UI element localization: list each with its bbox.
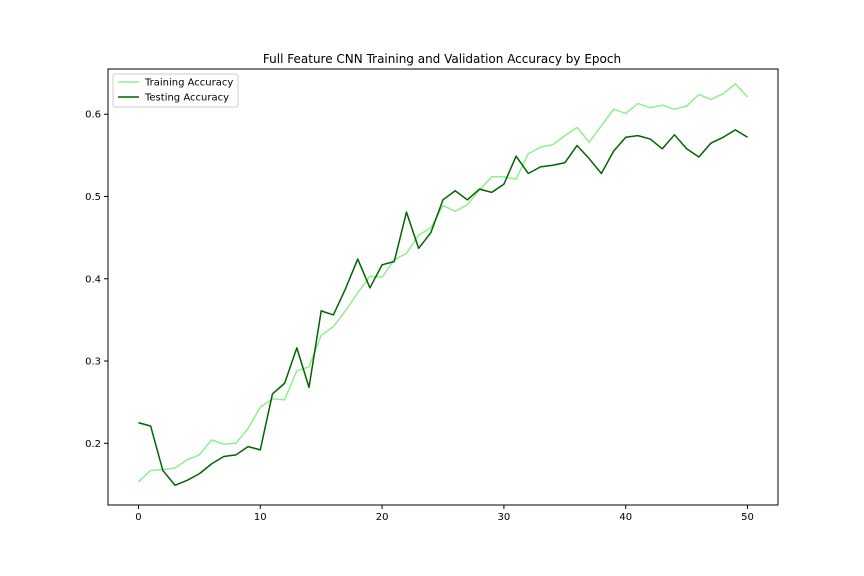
x-axis: 0 10 20 30 40 50: [135, 505, 754, 523]
y-tick-label: 0.2: [85, 439, 101, 450]
chart-title: Full Feature CNN Training and Validation…: [263, 52, 621, 66]
series-line-training-accuracy: [137, 83, 749, 483]
y-tick-label: 0.3: [85, 357, 101, 368]
legend-label: Training Accuracy: [144, 78, 233, 89]
y-tick-label: 0.5: [85, 192, 101, 203]
y-tick-label: 0.4: [85, 274, 101, 285]
x-tick-label: 10: [254, 512, 267, 523]
y-tick-label: 0.6: [85, 110, 101, 121]
legend: Training Accuracy Testing Accuracy: [112, 73, 239, 108]
plot-area: [107, 68, 779, 506]
x-tick-label: 40: [619, 512, 632, 523]
legend-label: Testing Accuracy: [144, 93, 229, 104]
y-axis: 0.2 0.3 0.4 0.5 0.6: [85, 110, 108, 450]
series-layer: [137, 83, 749, 487]
x-tick-label: 50: [741, 512, 754, 523]
x-tick-label: 20: [376, 512, 389, 523]
legend-box: [112, 73, 239, 108]
x-tick-label: 0: [135, 512, 141, 523]
series-line-testing-accuracy: [138, 129, 748, 487]
x-tick-label: 30: [498, 512, 511, 523]
